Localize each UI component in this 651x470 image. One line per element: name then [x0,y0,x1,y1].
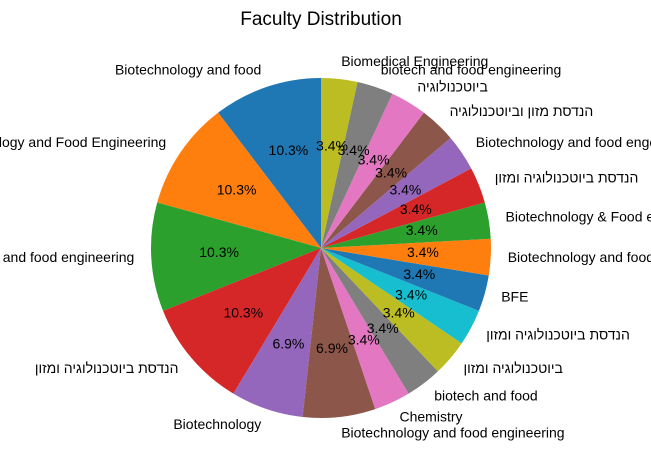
pie-slice [302,248,376,418]
percent-label: 3.4% [367,320,399,336]
slice-label: הנדסת ביוטכנולוגיה ומזון [486,326,630,342]
pie-slice [321,248,409,410]
slice-label: Biomedical Engineering [341,53,488,69]
slice-label: biotech and food engineering [381,62,562,78]
pie-slice [321,81,393,248]
pie-slice [321,137,472,248]
pie-slice [163,248,321,394]
percent-label: 6.9% [316,340,348,356]
percent-label: 10.3% [217,182,257,198]
slice-label: Biotechnology and food engeneering [476,134,651,150]
percent-label: 10.3% [223,305,263,321]
pie-slice [321,248,489,311]
slice-label: biotech and food [434,388,538,404]
slice-label: הנדסת מזון וביוטכנולוגיה [450,103,594,119]
chart-title: Faculty Distribution [240,9,402,30]
pie-slice [151,202,321,311]
pie-slice [321,93,424,249]
percent-label: 3.4% [383,305,415,321]
pie-slice [321,168,485,248]
pie-slice [321,238,491,276]
pie-slice [321,112,451,248]
slice-label: Biotechnology & Food engineering [506,208,651,224]
slice-label: biotechnology and food engineering [0,249,134,265]
percent-label: 3.4% [358,151,390,167]
percent-label: 3.4% [407,244,439,260]
percent-label: 3.4% [403,266,435,282]
slice-labels: Biotechnology and food Biotechnology and … [0,53,651,441]
pie-slice [233,248,321,417]
pie-slice [321,248,479,344]
percent-labels: 10.3%10.3%10.3%10.3%6.9% 6.9%3.4%3.4%3.4%… [199,137,439,356]
pie-slice [157,112,321,248]
percent-label: 3.4% [348,331,380,347]
percent-label: 10.3% [199,244,239,260]
slice-label: Chemistry [400,408,463,424]
slice-label: Biotechnology and Food Engineering [0,134,166,150]
pie-slices [151,78,491,418]
percent-label: 3.4% [316,137,348,153]
slice-label: BFE [501,289,528,305]
percent-label: 3.4% [406,222,438,238]
percent-label: 10.3% [269,142,309,158]
pie-slice [321,248,438,394]
percent-label: 3.4% [375,165,407,181]
percent-label: 6.9% [272,335,304,351]
slice-label: Biotechnology and food engineering [341,425,564,441]
percent-label: 3.4% [338,142,370,158]
slice-label: Biotechnology and food [115,62,261,78]
slice-label: ביוטכנולוגיה ומזון [464,360,563,376]
pie-slice [321,248,462,372]
pie-slice [218,78,321,248]
percent-label: 3.4% [395,287,427,303]
slice-label: הנדסת ביוטכנולוגיה ומזון [495,170,639,186]
percent-label: 3.4% [389,182,421,198]
slice-label: ביוטכנולוגיה [417,79,487,95]
pie-slice [321,78,358,248]
slice-label: הנדסת ביוטכנולוגיה ומזון [35,360,179,376]
pie-slice [321,202,491,248]
slice-label: Biotechnology and food [508,249,651,265]
percent-label: 3.4% [400,201,432,217]
slice-label: Biotechnology [173,416,261,432]
